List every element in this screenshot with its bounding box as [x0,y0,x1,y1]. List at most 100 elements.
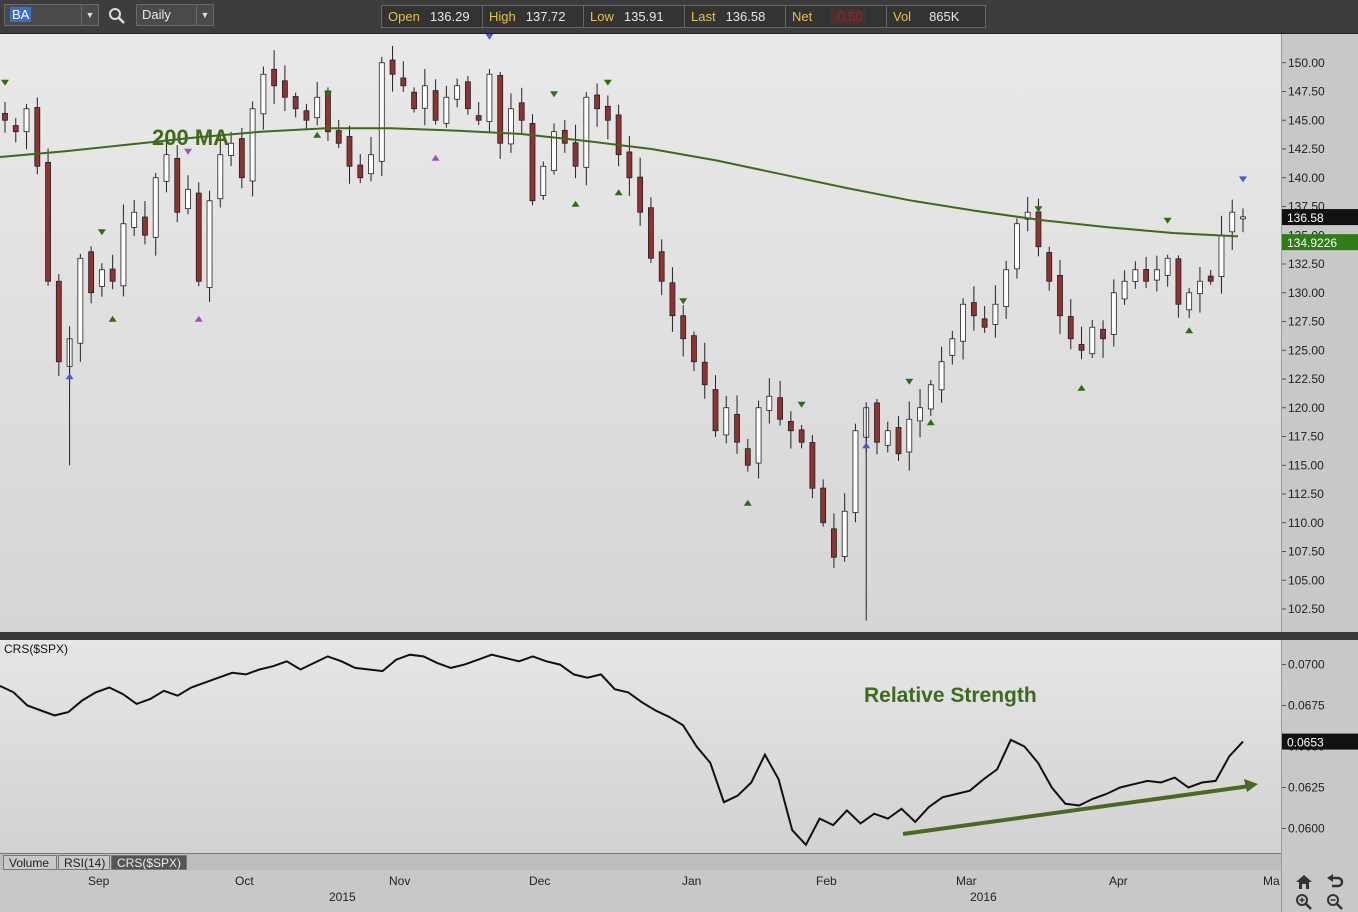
candle-body [335,130,342,144]
panel-divider[interactable] [0,632,1358,640]
candle-body [23,108,30,133]
candle-body [292,96,299,110]
relative-strength-annotation: Relative Strength [864,684,1037,707]
candle-body [917,407,923,422]
search-icon[interactable] [108,7,126,25]
price-tick-label: 140.00 [1288,171,1325,185]
candle-body [389,59,396,75]
candle-body [938,361,945,391]
month-label: Feb [816,874,837,888]
candle-body [475,115,482,121]
candle-body [906,418,913,453]
quote-last: Last 136.58 [685,6,786,27]
candle-body [1175,258,1182,305]
candle-body [734,413,740,443]
pivot-low-marker [1077,384,1086,391]
month-label: Oct [235,874,254,888]
candle-body [529,123,536,202]
candle-body [1132,269,1139,282]
quote-net: Net -0.50 [786,6,887,27]
undo-icon[interactable] [1326,873,1344,891]
candle-body [637,176,644,213]
candle-body [777,397,783,420]
candle-body [206,200,213,288]
candle-body [1153,269,1160,281]
candle-body [142,216,148,236]
tab-volume[interactable]: Volume [3,855,57,870]
symbol-input[interactable]: BA ▼ [4,4,99,26]
candle-body [949,338,956,356]
home-icon[interactable] [1295,873,1313,891]
pivot-low-marker [108,315,117,322]
tab-crs[interactable]: CRS($SPX) [111,855,187,870]
price-chart[interactable]: 200 MA [0,22,1281,632]
pivot-markers [1,22,1247,506]
candle-body [120,223,127,287]
zoom-out-icon[interactable] [1326,893,1344,911]
candle-body [271,68,278,87]
candle-body [88,251,95,294]
chevron-down-icon[interactable]: ▼ [81,5,98,25]
pivot-high-marker [905,378,914,385]
crs-tick-label: 0.0625 [1288,780,1325,794]
price-tick-label: 127.50 [1288,315,1325,329]
candle-body [1089,326,1096,355]
quote-bar: Open 136.29 High 137.72 Low 135.91 Last 136.… [381,5,986,28]
crs-tick-label: 0.0675 [1288,699,1325,713]
candle-body [691,335,697,363]
price-tick-label: 105.00 [1288,573,1325,587]
candle-body [45,161,51,282]
indicator-chart[interactable]: Relative Strength [0,640,1281,853]
price-tick-label: 110.00 [1288,516,1324,530]
candle-body [497,75,504,144]
date-axis[interactable]: Sep Oct Nov Dec Jan Feb Mar Apr Ma 2015 … [0,870,1281,912]
zoom-in-icon[interactable] [1295,893,1313,911]
ma-200-line [0,127,1239,238]
quote-volume: Vol 865K [893,9,960,24]
pivot-high-marker [323,91,332,98]
symbol-value: BA [10,7,32,22]
price-tick-label: 130.00 [1288,286,1325,300]
candle-body [281,80,288,98]
candle-body [163,154,170,182]
pivot-high-marker [603,79,612,86]
candle-body [626,151,633,179]
chevron-down-icon[interactable]: ▼ [196,5,213,25]
candle-body [895,427,902,455]
candle-body [970,302,977,317]
candle-body [1218,234,1225,277]
price-tick-label: 145.00 [1288,113,1325,127]
period-select[interactable]: Daily ▼ [136,4,214,26]
candle-body [831,528,837,558]
price-tick-label: 112.50 [1288,487,1324,501]
candle-body [2,112,8,121]
candle-body [658,251,665,282]
candle-body [583,96,590,168]
candle-body [852,430,859,513]
pivot-high-marker [797,401,806,408]
candle-body [787,421,794,432]
period-value: Daily [142,7,171,22]
candle-body [109,268,116,282]
price-tick-label: 142.50 [1288,142,1325,156]
candle-body [992,303,999,325]
candle-body [1110,292,1117,335]
candle-body [669,282,676,317]
candle-body [615,114,622,156]
pivot-low-marker [614,189,623,196]
candle-body [174,157,181,213]
indicator-title: CRS($SPX) [4,642,69,656]
price-tick-label: 120.00 [1288,401,1325,415]
candle-body [421,85,428,109]
candle-body [712,389,719,432]
tab-rsi[interactable]: RSI(14) [58,855,110,870]
trend-arrow-head [1244,779,1258,792]
price-axis[interactable]: 150.00147.50145.00142.50140.00137.50135.… [1281,34,1358,632]
candle-body [723,407,730,436]
candle-body [594,94,600,110]
candle-body [238,138,245,179]
candle-body [152,177,159,238]
crs-chart-svg: Relative Strength [0,653,1258,847]
last-price-tag-bg [1282,209,1358,226]
